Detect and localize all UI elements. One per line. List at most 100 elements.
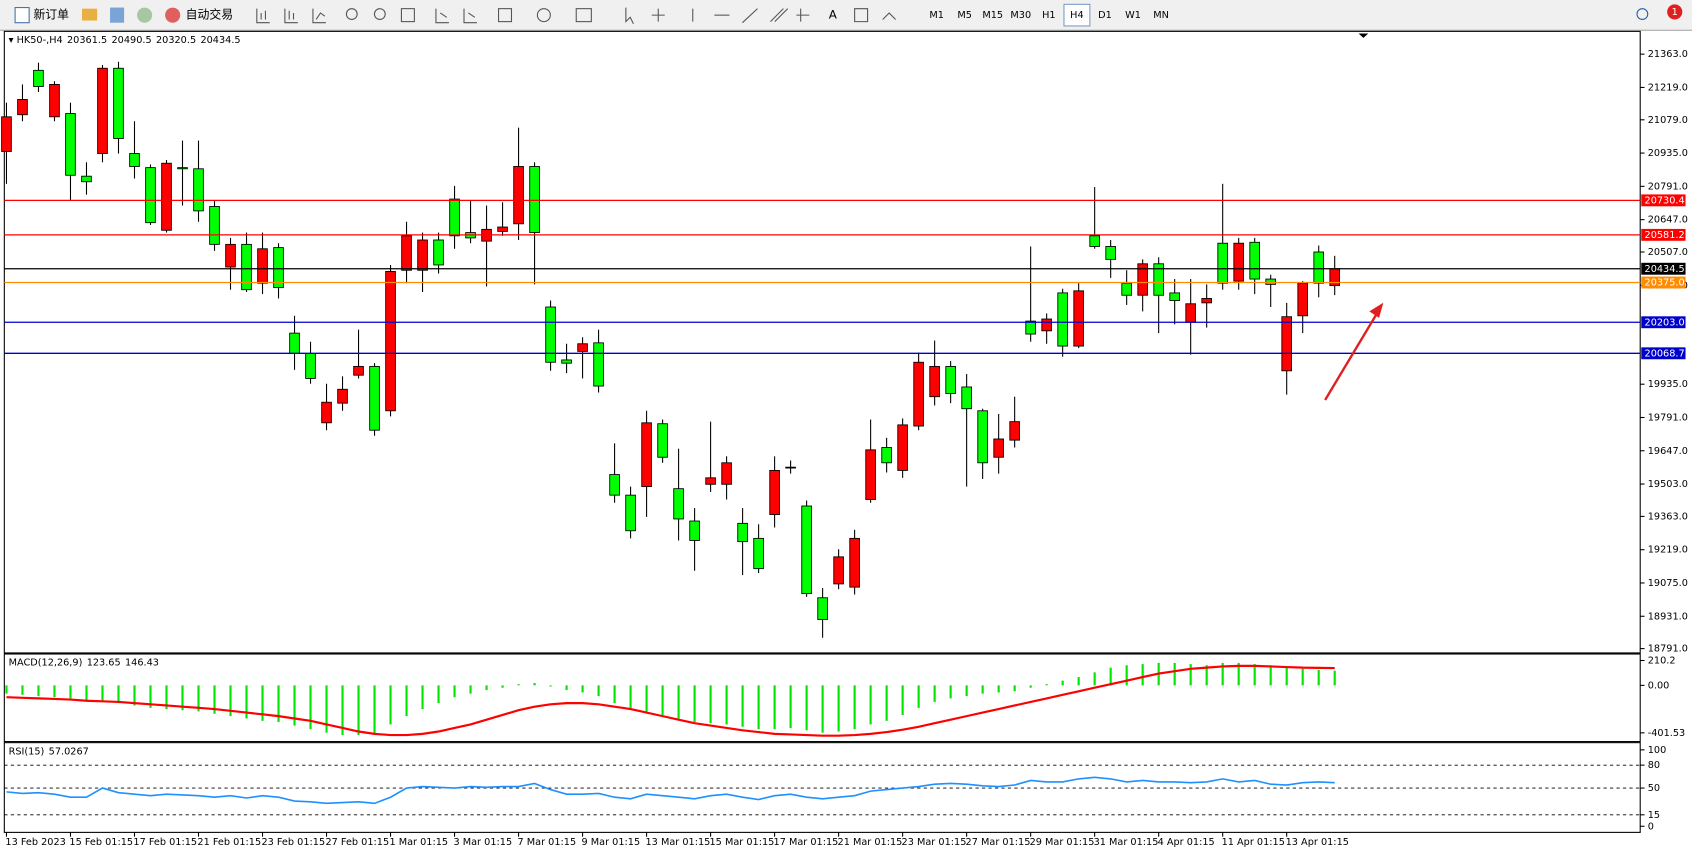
timeframe-button[interactable]: MN [1153, 10, 1169, 21]
ohlc-value: 20490.5 [111, 35, 151, 46]
macd-histogram-bar [517, 684, 520, 686]
y-tick-label: 20935.0 [1648, 148, 1688, 159]
macd-histogram-bar [613, 685, 616, 704]
macd-histogram-bar [949, 685, 952, 699]
candle-body [721, 462, 732, 485]
y-tick-label: 0.00 [1648, 680, 1670, 691]
macd-histogram-bar [181, 685, 184, 711]
macd-histogram-bar [293, 685, 296, 726]
candle-body [193, 168, 204, 212]
y-tick-label: 21219.0 [1648, 82, 1688, 93]
toolbar-bg [0, 0, 1692, 31]
macd-histogram-bar [165, 685, 168, 710]
new-order-icon[interactable] [14, 7, 30, 24]
price-level-label: 20581.2 [1645, 230, 1685, 241]
new-order-button[interactable]: 新订单 [33, 8, 69, 22]
candle-body [337, 388, 348, 404]
candle-body [65, 113, 76, 176]
macd-histogram-bar [1125, 665, 1128, 686]
y-tick-label: 210.2 [1648, 656, 1676, 667]
auto-trade-button[interactable]: 自动交易 [186, 8, 233, 22]
macd-histogram-bar [5, 685, 8, 694]
price-level-tag [1641, 228, 1686, 241]
candle-body [225, 243, 236, 268]
x-tick-label: 1 Mar 01:15 [389, 837, 448, 848]
timeframe-button[interactable]: M30 [1010, 10, 1031, 21]
candle-body [1233, 242, 1244, 282]
macd-header: MACD(12,26,9) 123.65 146.43 [9, 658, 159, 669]
price-level-label: 20730.4 [1645, 195, 1685, 206]
macd-histogram-bar [485, 685, 488, 691]
y-tick-label: 18931.0 [1648, 611, 1688, 622]
collapse-marker[interactable]: ▾ [9, 35, 17, 46]
macd-histogram-bar [133, 685, 136, 706]
macd-histogram-bar [757, 685, 760, 730]
y-tick-label: 21363.0 [1648, 49, 1688, 60]
price-panel-border [3, 30, 1641, 654]
candle-body [449, 198, 460, 237]
macd-histogram-bar [421, 685, 424, 710]
timeframe-button[interactable]: W1 [1125, 10, 1141, 21]
price-level-tag [1641, 347, 1686, 360]
timeframe-button[interactable]: H1 [1042, 10, 1055, 21]
ohlc-value: 20361.5 [67, 35, 107, 46]
ohlc-value: 20434.5 [200, 35, 240, 46]
candle-body [897, 424, 908, 471]
x-tick-label: 4 Apr 01:15 [1158, 837, 1215, 848]
search-icon[interactable] [1636, 8, 1649, 20]
macd-histogram-bar [725, 685, 728, 725]
auto-trade-icon[interactable] [165, 7, 181, 23]
macd-histogram-bar [1237, 662, 1240, 686]
macd-histogram-bar [885, 685, 888, 721]
timeframe-button[interactable]: M5 [957, 10, 972, 21]
timeframe-button[interactable]: H4 [1070, 10, 1083, 21]
candle-body [1153, 263, 1164, 296]
candle-body [913, 361, 924, 427]
icon[interactable] [110, 7, 125, 23]
macd-histogram-bar [405, 685, 408, 717]
macd-histogram-bar [437, 685, 440, 704]
arrow-head [1369, 302, 1384, 318]
candle-body [929, 365, 940, 398]
chart-shift-marker[interactable] [1358, 33, 1369, 38]
candle-body [1185, 303, 1196, 323]
icon[interactable] [137, 7, 153, 23]
macd-histogram-bar [21, 685, 24, 695]
tool-icons[interactable] [256, 7, 897, 25]
macd-histogram-bar [933, 685, 936, 702]
macd-histogram-bar [1061, 680, 1064, 686]
macd-histogram-bar [261, 685, 264, 721]
text-tool[interactable]: A [829, 8, 838, 22]
timeframe-button[interactable]: M1 [929, 10, 944, 21]
candle-body [513, 166, 524, 225]
y-tick-label: 19219.0 [1648, 545, 1688, 556]
candle-body [97, 67, 108, 154]
macd-histogram-bar [869, 685, 872, 725]
timeframe-button[interactable]: M15 [982, 10, 1003, 21]
y-tick-label: 19791.0 [1648, 412, 1688, 423]
notification-badge[interactable] [1667, 4, 1683, 20]
icon[interactable] [82, 8, 98, 21]
candle-body [609, 474, 620, 496]
macd-histogram-bar [741, 685, 744, 727]
candle-body [817, 597, 828, 620]
y-tick-label: -401.53 [1648, 728, 1685, 739]
candle-body [641, 422, 652, 488]
macd-histogram-bar [981, 685, 984, 694]
macd-histogram-bar [1077, 677, 1080, 686]
macd-histogram-bar [1301, 668, 1304, 686]
macd-histogram-bar [965, 685, 968, 697]
macd-histogram-bar [469, 685, 472, 694]
candle-body [1265, 278, 1276, 285]
candle-body [1105, 246, 1116, 260]
candle-body [881, 447, 892, 464]
candle-body [705, 477, 716, 485]
arrow-shaft [1324, 312, 1378, 401]
macd-histogram-bar [997, 685, 1000, 693]
macd-histogram-bar [1285, 667, 1288, 686]
candle-body [1073, 290, 1084, 347]
x-tick-label: 29 Mar 01:15 [1030, 837, 1095, 848]
macd-histogram-bar [677, 685, 680, 719]
timeframe-button[interactable]: D1 [1098, 10, 1112, 21]
